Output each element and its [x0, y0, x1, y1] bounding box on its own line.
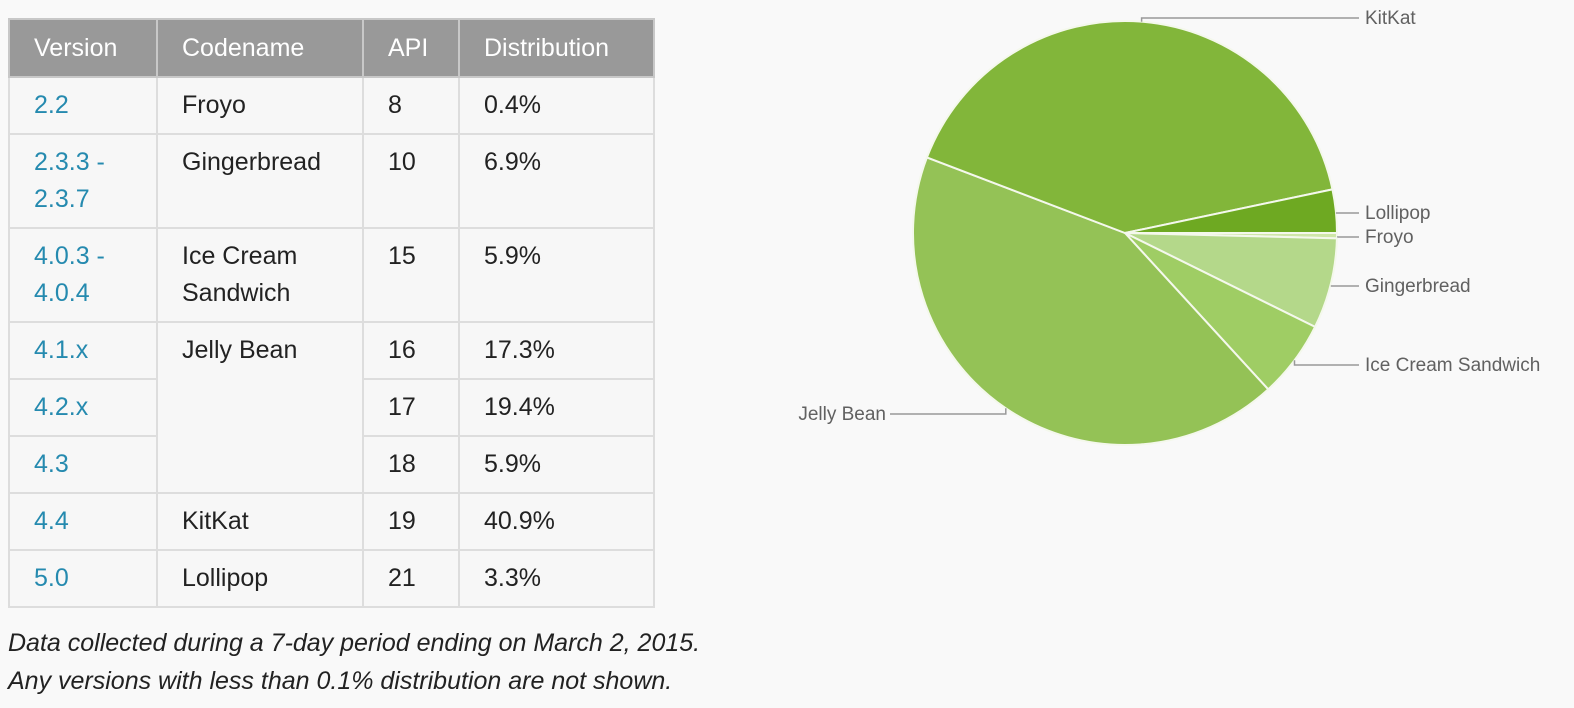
footnote: Data collected during a 7-day period end…	[8, 624, 700, 700]
pie-slice-kitkat	[925, 20, 1334, 234]
header-api: API	[362, 18, 460, 78]
pie-label-lollipop: Lollipop	[1365, 203, 1431, 224]
api-cell: 15	[362, 227, 460, 323]
version-link[interactable]: 4.0.3 - 4.0.4	[34, 242, 105, 307]
table-row: 2.3.3 - 2.3.7 Gingerbread 10 6.9%	[8, 133, 655, 229]
leader-line-jelly-bean	[890, 408, 1007, 415]
header-version: Version	[8, 18, 158, 78]
table-header-row: Version Codename API Distribution	[8, 18, 655, 78]
pie-slice-jelly-bean	[912, 156, 1270, 446]
api-cell: 19	[362, 492, 460, 551]
distribution-cell: 19.4%	[458, 378, 655, 437]
api-cell: 8	[362, 76, 460, 135]
table-row: 4.3 18 5.9%	[8, 435, 655, 494]
pie-chart: Froyo Gingerbread Ice Cream Sandwich Jelly …	[798, 8, 1540, 446]
distribution-cell: 0.4%	[458, 76, 655, 135]
api-cell: 21	[362, 549, 460, 608]
api-cell: 10	[362, 133, 460, 229]
table-row: 4.0.3 - 4.0.4 Ice Cream Sandwich 15 5.9%	[8, 227, 655, 323]
version-link[interactable]: 4.4	[34, 507, 69, 535]
header-distribution: Distribution	[458, 18, 655, 78]
version-link[interactable]: 4.2.x	[34, 393, 89, 421]
distribution-cell: 3.3%	[458, 549, 655, 608]
version-cell: 4.1.x	[8, 321, 158, 380]
table-row: 2.2 Froyo 8 0.4%	[8, 76, 655, 135]
distribution-cell: 17.3%	[458, 321, 655, 380]
version-cell: 4.2.x	[8, 378, 158, 437]
version-link[interactable]: 2.3.3 - 2.3.7	[34, 148, 105, 213]
table-row: 5.0 Lollipop 21 3.3%	[8, 549, 655, 608]
version-cell: 5.0	[8, 549, 158, 608]
leader-line-ice-cream-sandwich	[1293, 360, 1359, 366]
version-link[interactable]: 4.3	[34, 450, 69, 478]
version-link[interactable]: 5.0	[34, 564, 69, 592]
table-row: 4.1.x Jelly Bean 16 17.3%	[8, 321, 655, 494]
pie-label-gingerbread: Gingerbread	[1365, 276, 1471, 297]
version-cell: 4.0.3 - 4.0.4	[8, 227, 158, 323]
pie-label-jelly-bean: Jelly Bean	[798, 404, 886, 425]
codename-cell: Ice Cream Sandwich	[156, 227, 364, 323]
distribution-cell: 5.9%	[458, 435, 655, 494]
table-row: 4.2.x 17 19.4%	[8, 378, 655, 437]
footnote-line-2: Any versions with less than 0.1% distrib…	[8, 667, 673, 695]
distribution-table: Version Codename API Distribution 2.2 Fr…	[8, 18, 655, 608]
codename-cell: Jelly Bean	[156, 321, 364, 494]
footnote-line-1: Data collected during a 7-day period end…	[8, 629, 701, 657]
version-link[interactable]: 4.1.x	[34, 336, 89, 364]
api-cell: 16	[362, 321, 460, 380]
version-cell: 2.2	[8, 76, 158, 135]
version-cell: 4.3	[8, 435, 158, 494]
api-cell: 17	[362, 378, 460, 437]
codename-cell: Gingerbread	[156, 133, 364, 229]
pie-slice-lollipop	[1124, 188, 1338, 234]
table-row: 4.4 KitKat 19 40.9%	[8, 492, 655, 551]
leader-line-kitkat	[1140, 17, 1359, 22]
codename-cell: Lollipop	[156, 549, 364, 608]
pie-label-kitkat: KitKat	[1365, 8, 1416, 29]
codename-cell: Froyo	[156, 76, 364, 135]
distribution-cell: 40.9%	[458, 492, 655, 551]
header-codename: Codename	[156, 18, 364, 78]
distribution-cell: 6.9%	[458, 133, 655, 229]
distribution-cell: 5.9%	[458, 227, 655, 323]
pie-label-froyo: Froyo	[1365, 227, 1414, 248]
codename-cell: KitKat	[156, 492, 364, 551]
version-cell: 2.3.3 - 2.3.7	[8, 133, 158, 229]
version-cell: 4.4	[8, 492, 158, 551]
pie-label-ice-cream-sandwich: Ice Cream Sandwich	[1365, 355, 1540, 376]
version-link[interactable]: 2.2	[34, 91, 69, 119]
api-cell: 18	[362, 435, 460, 494]
